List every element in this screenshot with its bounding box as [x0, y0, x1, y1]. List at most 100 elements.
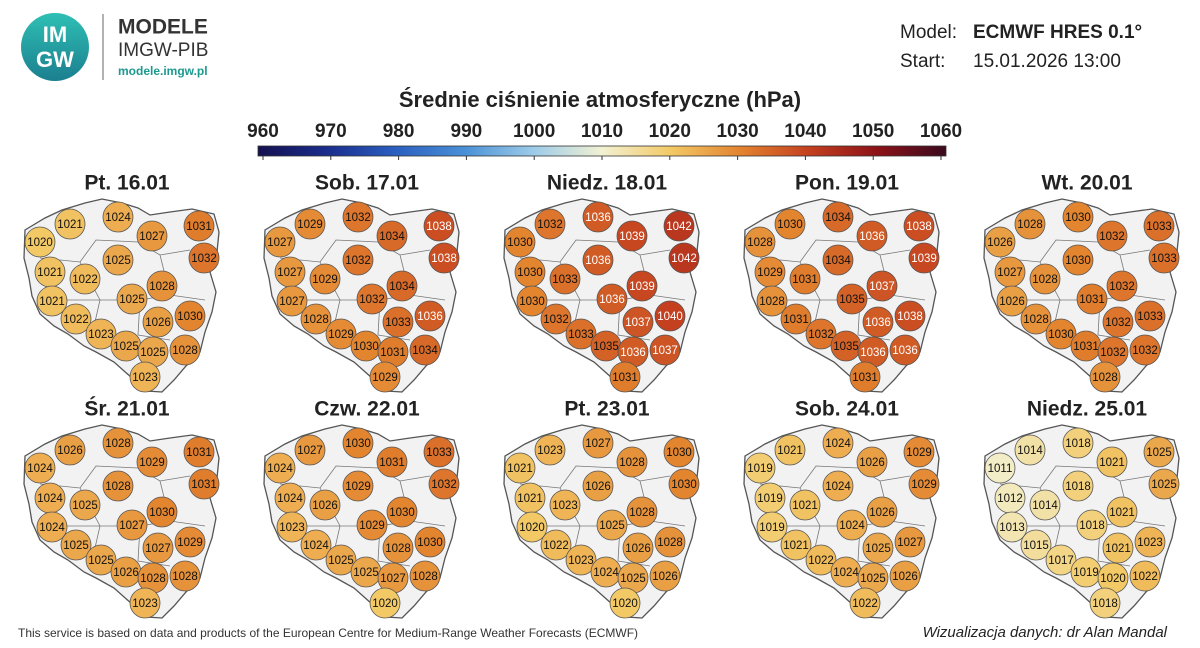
station-marker	[582, 244, 614, 276]
station-marker	[596, 283, 628, 315]
station-value: 1028	[619, 457, 645, 469]
station-value: 1039	[619, 231, 645, 243]
station-value: 1025	[328, 555, 354, 567]
station-value: 1036	[417, 311, 443, 323]
station-marker	[1102, 306, 1134, 338]
station-value: 1024	[833, 567, 859, 579]
station-marker	[996, 285, 1028, 317]
station-value: 1028	[1017, 219, 1043, 231]
station-value: 1023	[88, 329, 114, 341]
map-title: Sob. 17.01	[315, 172, 419, 195]
station-marker	[294, 434, 326, 466]
colorbar-tick-label: 1060	[920, 121, 962, 142]
station-value: 1029	[328, 329, 354, 341]
station-value: 1042	[666, 221, 692, 233]
station-marker	[174, 300, 206, 332]
station-marker	[386, 270, 418, 302]
station-value: 1024	[105, 212, 131, 224]
station-marker	[356, 509, 388, 541]
station-value: 1036	[865, 317, 891, 329]
station-marker	[903, 436, 935, 468]
station-marker	[428, 242, 460, 274]
station-value: 1021	[777, 445, 803, 457]
station-value: 1030	[519, 296, 545, 308]
station-value: 1036	[859, 231, 885, 243]
station-marker	[1096, 220, 1128, 252]
station-marker	[668, 468, 700, 500]
station-value: 1028	[385, 543, 411, 555]
station-value: 1027	[145, 543, 171, 555]
station-value: 1030	[666, 447, 692, 459]
station-value: 1028	[303, 314, 329, 326]
station-value: 1030	[417, 537, 443, 549]
station-marker	[54, 208, 86, 240]
station-value: 1013	[999, 522, 1025, 534]
station-value: 1035	[833, 341, 859, 353]
station-value: 1023	[552, 500, 578, 512]
station-value: 1033	[426, 447, 452, 459]
station-marker	[996, 511, 1028, 543]
station-value: 1026	[652, 571, 678, 583]
station-value: 1025	[353, 567, 379, 579]
station-value: 1019	[747, 463, 773, 475]
station-value: 1025	[72, 500, 98, 512]
station-marker	[1106, 496, 1138, 528]
station-value: 1038	[426, 221, 452, 233]
station-marker	[376, 220, 408, 252]
station-marker	[1143, 436, 1175, 468]
station-marker	[300, 529, 332, 561]
station-value: 1036	[620, 347, 646, 359]
station-marker	[264, 226, 296, 258]
station-marker	[516, 285, 548, 317]
station-value: 1025	[1146, 447, 1172, 459]
map-panel: Wt. 20.01 1030 1028 1026 1032 1033 1030 1033 102…	[983, 172, 1180, 393]
station-value: 1031	[1073, 341, 1099, 353]
station-value: 1034	[412, 345, 438, 357]
station-value: 1032	[1109, 281, 1135, 293]
station-marker	[622, 306, 654, 338]
station-value: 1026	[892, 571, 918, 583]
station-value: 1029	[359, 520, 385, 532]
station-marker	[24, 226, 56, 258]
station-marker	[36, 285, 68, 317]
station-value: 1026	[999, 296, 1025, 308]
map-title: Niedz. 25.01	[1027, 398, 1148, 421]
start-label: Start:	[900, 51, 945, 72]
map-panel: Pon. 19.01 1034 1030 1028 1036 1038 1034 1039 10…	[743, 172, 940, 393]
url[interactable]: modele.imgw.pl	[118, 64, 208, 78]
station-marker	[423, 210, 455, 242]
station-marker	[85, 544, 117, 576]
station-marker	[414, 300, 446, 332]
station-marker	[69, 263, 101, 295]
station-value: 1022	[543, 540, 569, 552]
station-value: 1026	[987, 237, 1013, 249]
station-value: 1028	[1032, 274, 1058, 286]
colorbar-tick-label: 1050	[852, 121, 894, 142]
station-value: 1027	[139, 231, 165, 243]
station-value: 1020	[372, 598, 398, 610]
station-value: 1021	[1105, 543, 1131, 555]
station-value: 1027	[279, 296, 305, 308]
station-value: 1036	[599, 294, 625, 306]
station-value: 1021	[57, 219, 83, 231]
station-value: 1028	[140, 573, 166, 585]
station-value: 1027	[585, 438, 611, 450]
station-value: 1030	[1048, 329, 1074, 341]
station-marker	[1143, 210, 1175, 242]
map-title: Pt. 23.01	[564, 398, 650, 421]
station-value: 1025	[119, 294, 145, 306]
map-title: Czw. 22.01	[314, 398, 420, 421]
station-value: 1025	[860, 573, 886, 585]
station-marker	[1076, 509, 1108, 541]
station-value: 1024	[825, 481, 851, 493]
station-value: 1028	[412, 571, 438, 583]
station-value: 1030	[507, 237, 533, 249]
station-value: 1025	[113, 341, 139, 353]
station-value: 1018	[1079, 520, 1105, 532]
station-marker	[822, 427, 854, 459]
station-marker	[504, 452, 536, 484]
station-marker	[609, 587, 641, 619]
station-marker	[414, 526, 446, 558]
